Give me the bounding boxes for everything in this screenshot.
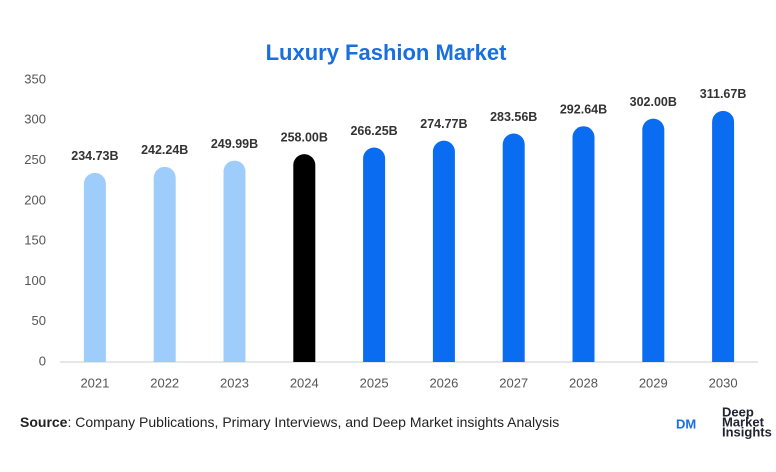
- value-label: 249.99B: [211, 137, 258, 151]
- bar: [223, 160, 246, 362]
- x-tick-label: 2021: [80, 375, 109, 390]
- logo-line: Market: [722, 414, 765, 429]
- x-tick-label: 2026: [429, 375, 458, 390]
- y-tick-label: 100: [24, 273, 46, 288]
- value-label: 311.67B: [700, 87, 747, 101]
- value-label: 266.25B: [350, 124, 397, 138]
- x-tick-label: 2029: [639, 375, 668, 390]
- bar: [432, 140, 455, 362]
- bar: [83, 172, 106, 362]
- x-tick-label: 2028: [569, 375, 598, 390]
- bar: [642, 118, 665, 362]
- x-tick-label: 2023: [220, 375, 249, 390]
- bar: [363, 147, 386, 362]
- source: Source: Company Publications, Primary In…: [20, 414, 559, 430]
- source-text: : Company Publications, Primary Intervie…: [67, 414, 559, 430]
- y-tick-label: 150: [24, 233, 46, 248]
- source-label: Source: [20, 414, 68, 430]
- y-tick-label: 300: [24, 112, 46, 127]
- value-label: 234.73B: [71, 149, 118, 163]
- y-tick-label: 0: [39, 353, 46, 368]
- x-tick-label: 2025: [360, 375, 389, 390]
- value-label: 242.24B: [141, 143, 188, 157]
- y-tick-label: 250: [24, 152, 46, 167]
- logo-line: Insights: [722, 424, 772, 439]
- value-label: 258.00B: [281, 130, 328, 144]
- value-label: 283.56B: [490, 110, 537, 124]
- bar: [572, 126, 595, 362]
- chart-title: Luxury Fashion Market: [266, 40, 508, 65]
- bar: [153, 166, 176, 362]
- bar: [293, 154, 316, 362]
- x-tick-label: 2024: [290, 375, 319, 390]
- bar: [712, 110, 735, 363]
- x-tick-label: 2030: [709, 375, 738, 390]
- y-tick-label: 200: [24, 192, 46, 207]
- value-label: 302.00B: [630, 95, 677, 109]
- y-tick-label: 350: [24, 71, 46, 86]
- x-tick-label: 2027: [499, 375, 528, 390]
- value-label: 292.64B: [560, 103, 607, 117]
- y-tick-label: 50: [32, 313, 46, 328]
- logo-mark: DM: [676, 416, 696, 431]
- bar: [502, 133, 525, 362]
- logo-line: Deep: [722, 404, 754, 419]
- value-label: 274.77B: [420, 117, 467, 131]
- x-tick-label: 2022: [150, 375, 179, 390]
